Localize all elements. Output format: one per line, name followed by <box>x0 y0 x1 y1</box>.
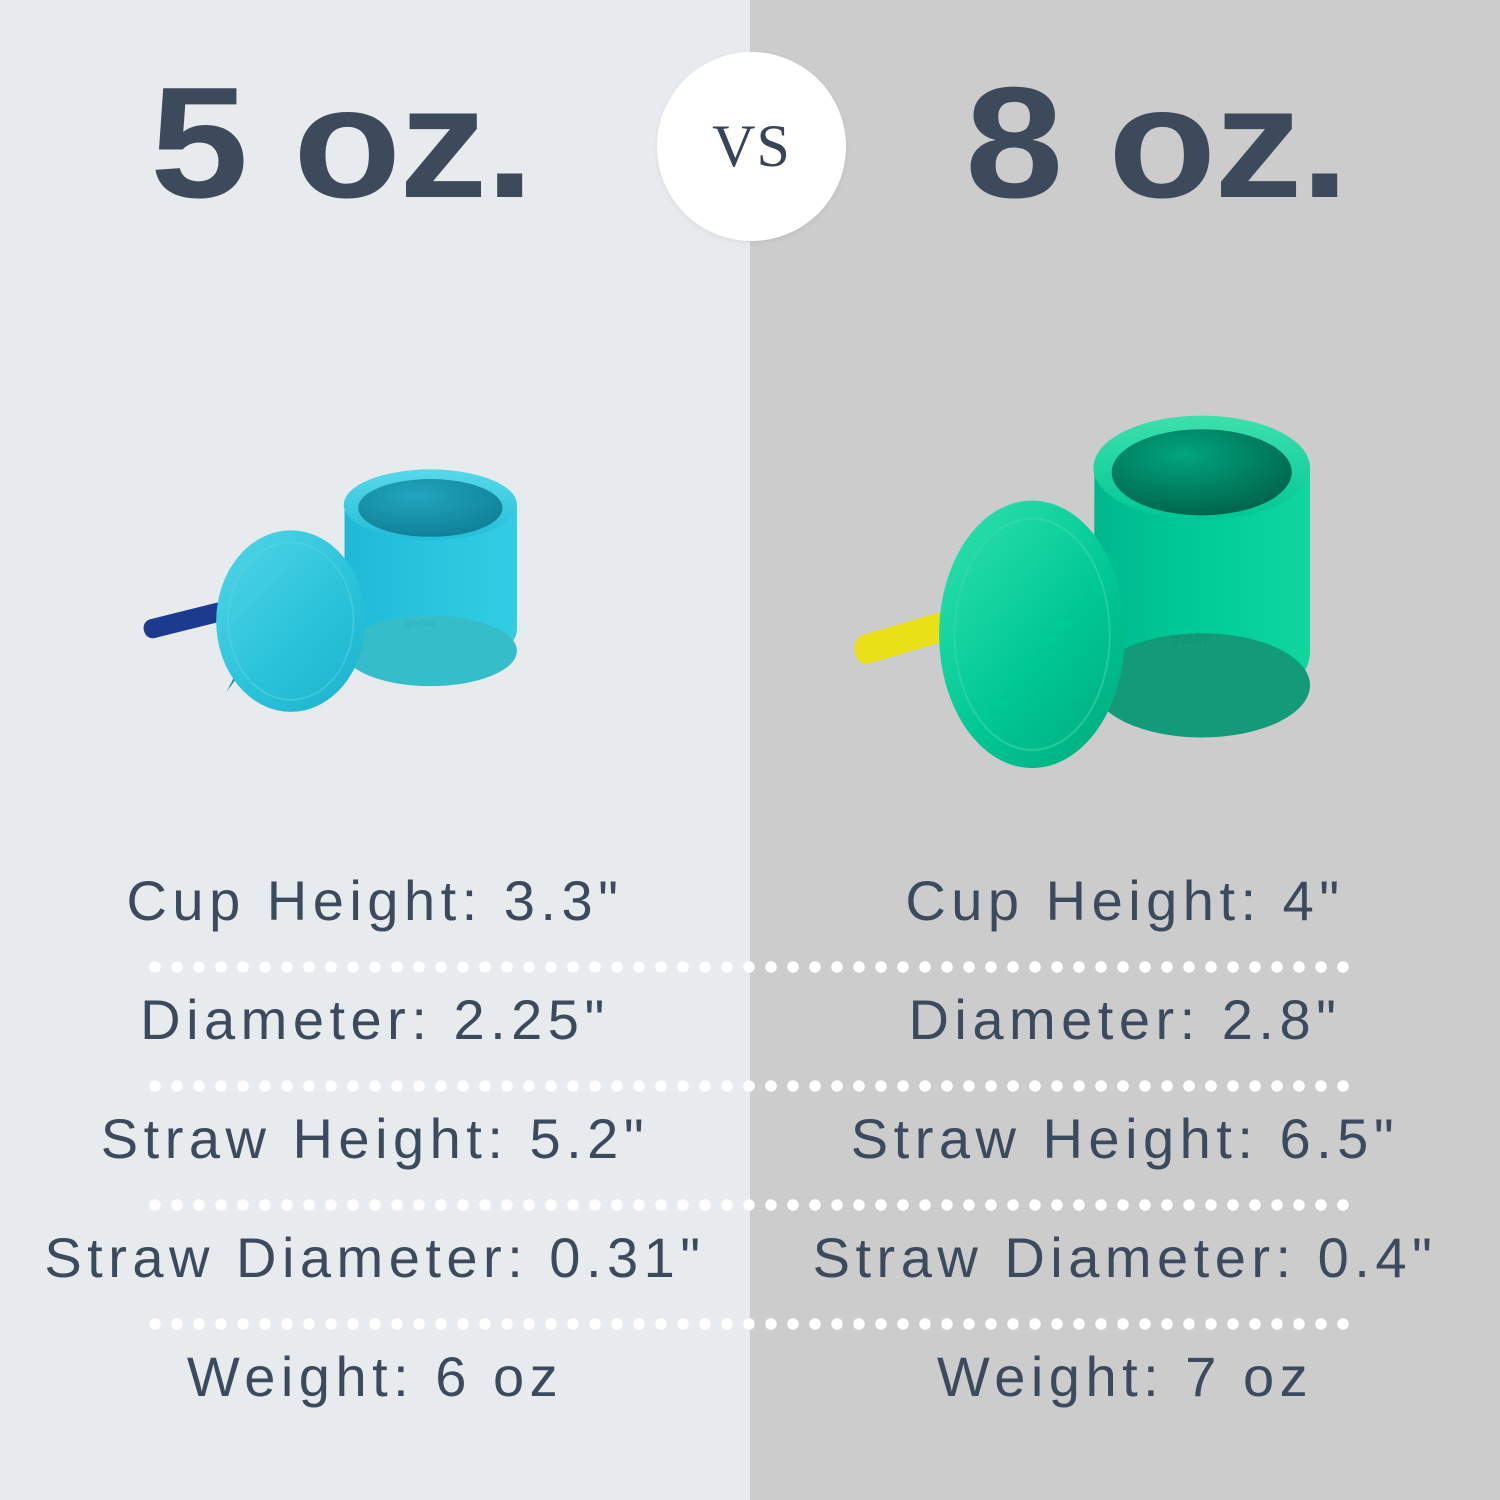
svg-text:grabby: grabby <box>1171 630 1209 646</box>
svg-text:grabby: grabby <box>405 619 438 630</box>
